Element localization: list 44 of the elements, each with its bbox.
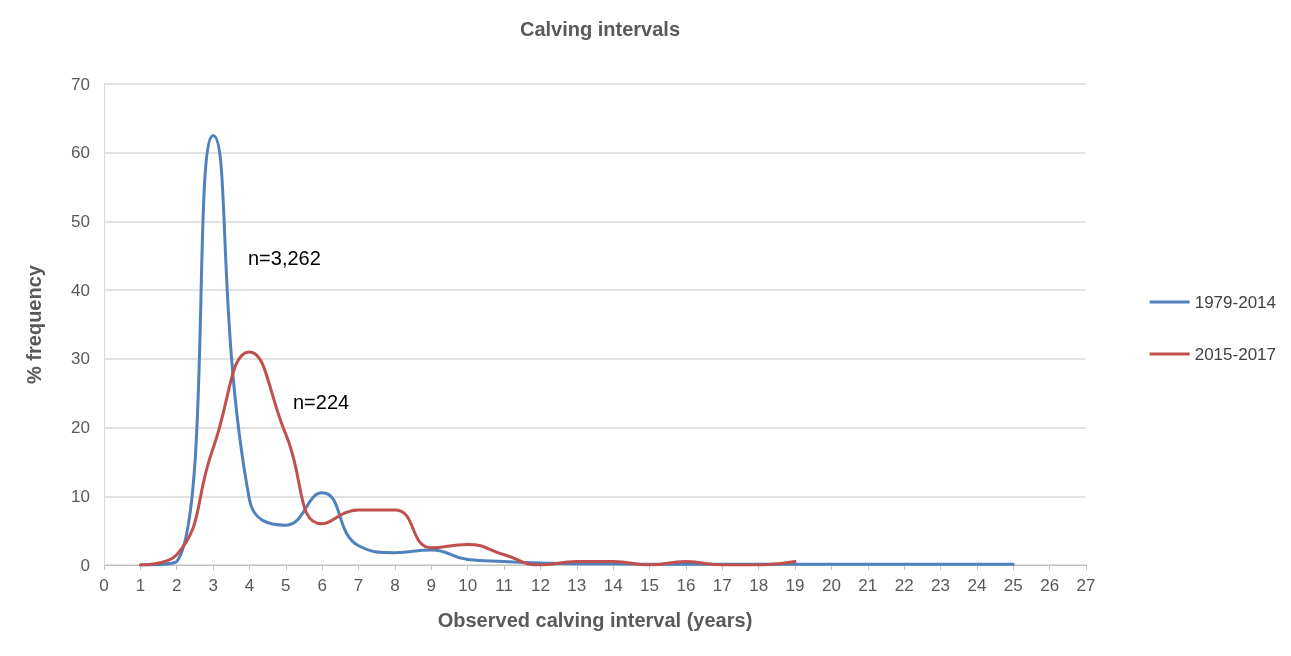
x-tick-label: 6 [317, 576, 327, 595]
line-series [138, 350, 797, 567]
x-tick-label: 8 [390, 576, 400, 595]
x-tick-label: 21 [858, 576, 878, 595]
x-tick-label: 25 [1003, 576, 1023, 595]
y-tick-label: 60 [71, 143, 90, 163]
x-tick-label: 15 [640, 576, 660, 595]
x-tick-label: 12 [530, 576, 550, 595]
x-tick-label: 11 [495, 576, 513, 595]
chart-title: Calving intervals [519, 18, 681, 40]
x-tick-label: 27 [1076, 576, 1096, 595]
x-axis-title: Observed calving interval (years) [437, 609, 753, 631]
x-tick-label: 16 [676, 576, 696, 595]
y-tick-label: 30 [71, 349, 90, 369]
x-tick-label: 5 [281, 576, 291, 595]
annotation: n=3,262 [248, 247, 321, 269]
y-tick-label: 50 [71, 211, 90, 231]
y-axis-title: % frequency [23, 264, 45, 384]
x-tick-label: 22 [894, 576, 914, 595]
annotation: n=224 [293, 391, 350, 413]
x-tick-label: 10 [458, 576, 478, 595]
x-tick-label: 0 [99, 576, 109, 595]
x-tick-label: 3 [208, 576, 218, 595]
x-tick-label: 19 [785, 576, 805, 595]
x-tick-label: 26 [1040, 576, 1060, 595]
legend-label: 2015-2017 [1194, 344, 1277, 364]
y-tick-label: 10 [71, 486, 90, 506]
x-tick-label: 2 [172, 576, 182, 595]
x-tick-label: 1 [135, 576, 146, 595]
y-tick-label: 20 [71, 418, 90, 438]
x-tick-label: 18 [749, 576, 769, 595]
x-tick-label: 9 [426, 576, 437, 595]
legend-label: 1979-2014 [1194, 292, 1277, 312]
x-tick-label: 14 [603, 576, 623, 595]
x-tick-label: 23 [931, 576, 950, 595]
x-tick-label: 17 [712, 576, 732, 595]
x-tick-label: 20 [821, 576, 841, 595]
y-tick-label: 70 [71, 74, 90, 94]
x-tick-label: 4 [244, 576, 255, 595]
y-tick-label: 40 [71, 280, 90, 300]
y-tick-label: 0 [80, 555, 90, 575]
x-tick-label: 7 [353, 576, 364, 595]
x-tick-label: 13 [567, 576, 587, 595]
x-tick-label: 24 [967, 576, 987, 595]
